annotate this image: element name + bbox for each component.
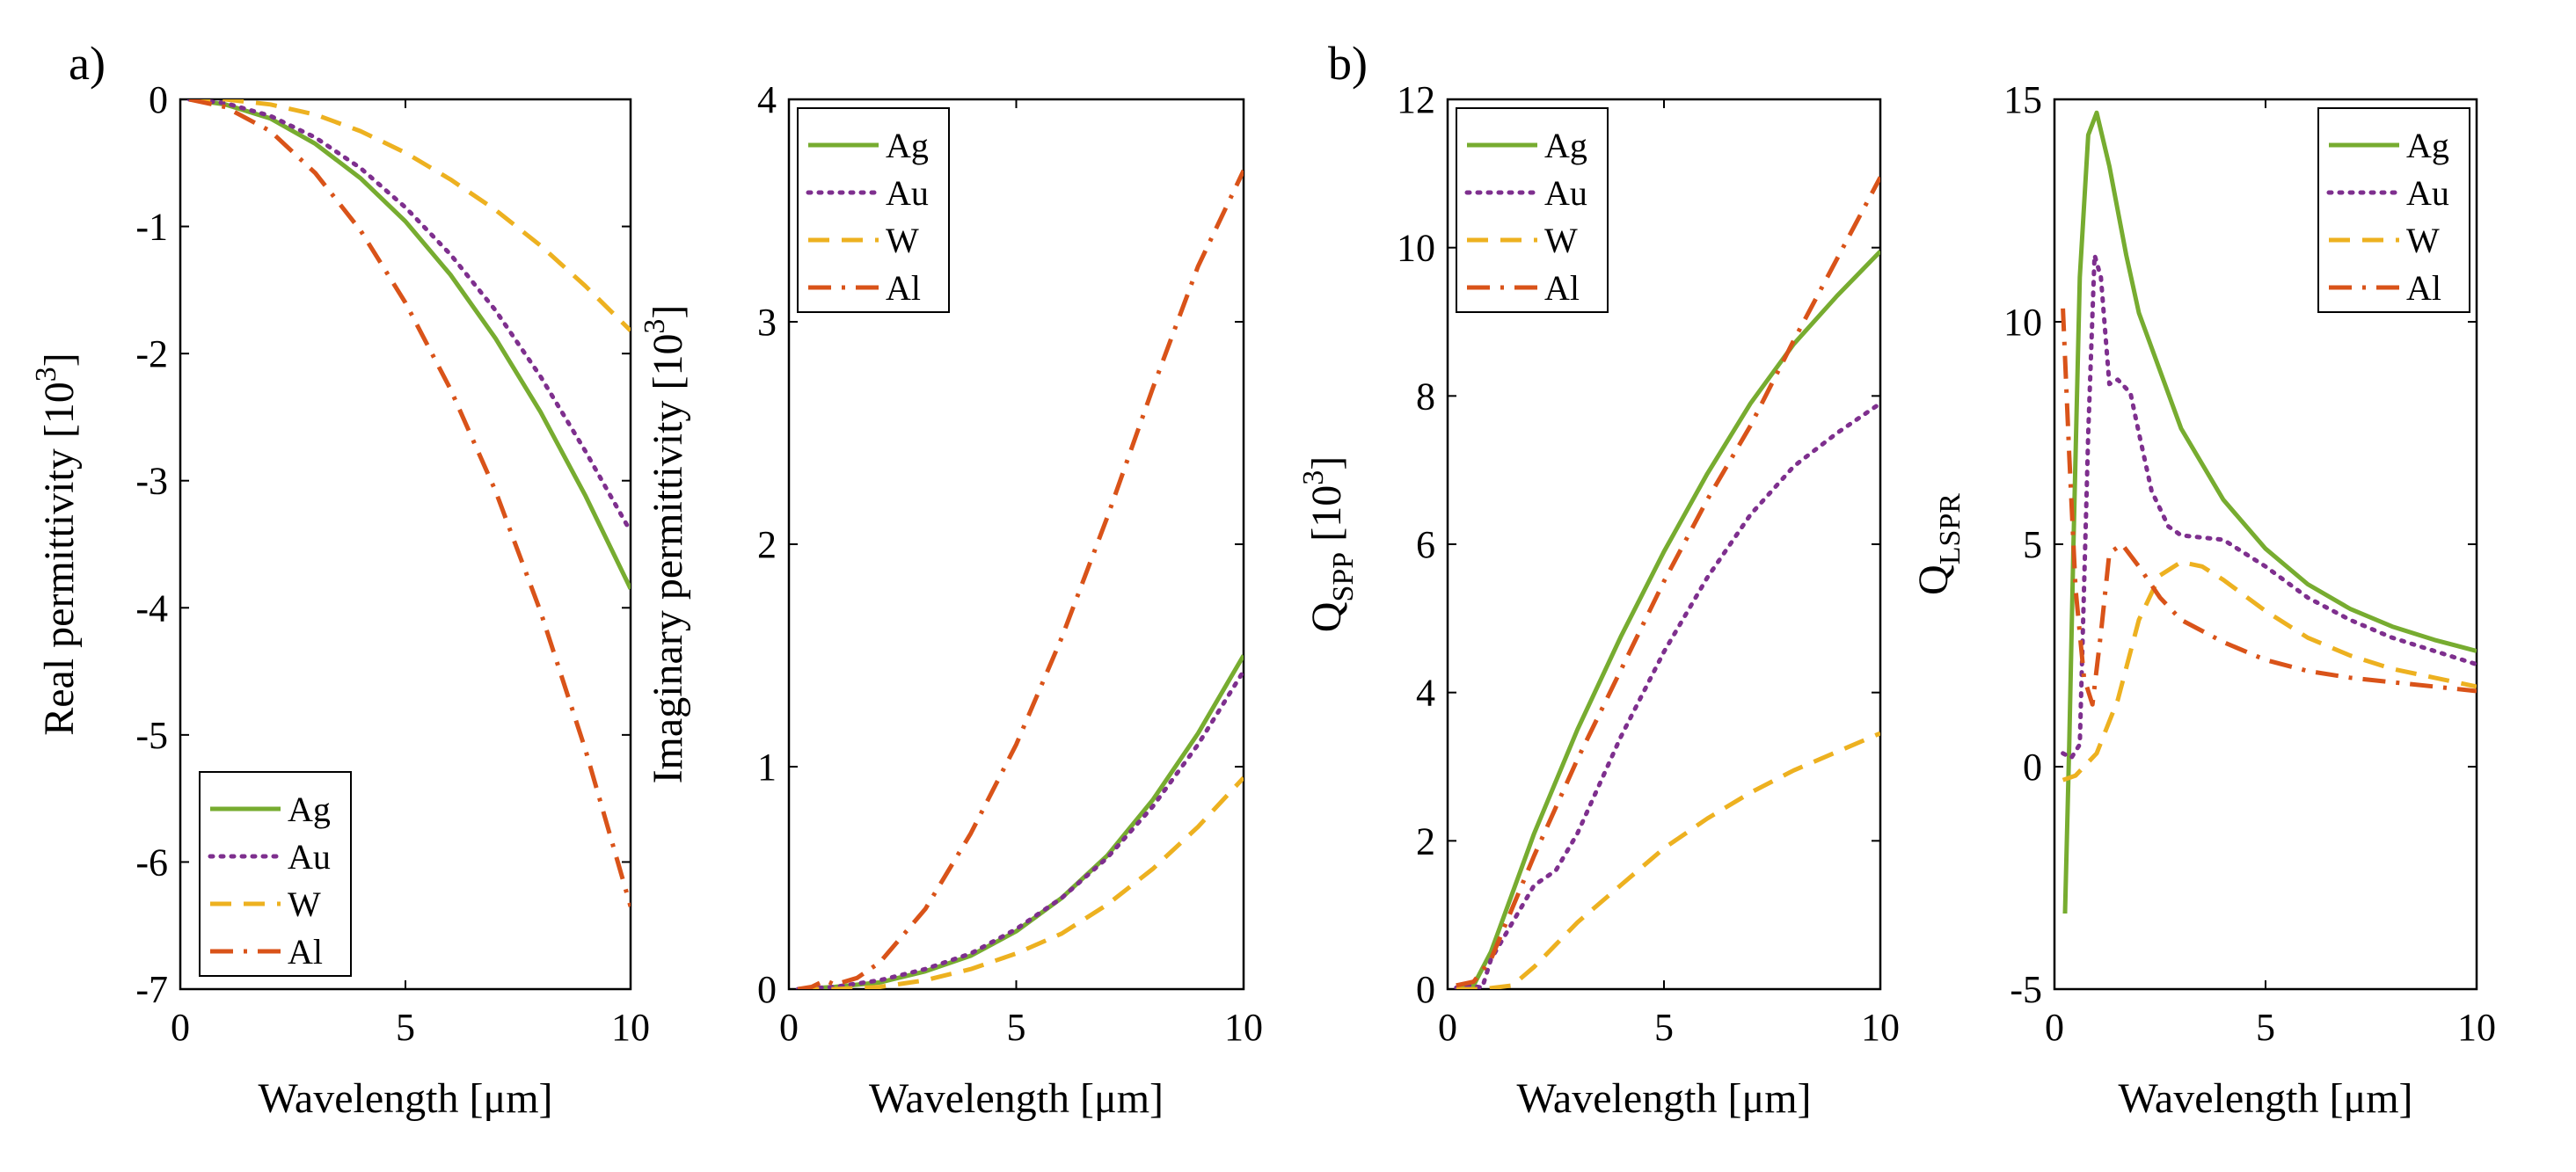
series-line-au (1454, 401, 1880, 989)
legend-label-au: Au (886, 173, 929, 213)
x-axis-label: Wavelength [μm] (1516, 1075, 1811, 1122)
legend-box (1456, 107, 1609, 313)
x-axis-label: Wavelength [μm] (869, 1075, 1164, 1122)
x-tick-label: 5 (1654, 1006, 1674, 1049)
series-line-ag (2062, 110, 2477, 914)
y-tick-label: 5 (2023, 523, 2042, 566)
y-tick-label: 0 (1416, 968, 1435, 1011)
y-tick-label: 2 (757, 523, 777, 566)
legend-label-w: W (2406, 221, 2440, 260)
y-axis-label: Imaginary permittivity [103] (639, 305, 691, 784)
chart-panel-2: 0 5 10 0 1 2 3 4 Wavelength [μm] Imaginary permit… (639, 78, 1263, 1122)
legend-label-al: Al (1544, 268, 1580, 308)
series-group (1454, 176, 1880, 989)
legend-label-w: W (1544, 221, 1578, 260)
x-tick-label: 0 (1438, 1006, 1457, 1049)
series-line-al (797, 169, 1244, 989)
x-axis-label: Wavelength [μm] (2118, 1075, 2412, 1122)
y-tick-label: -7 (135, 968, 168, 1011)
series-line-w (189, 99, 631, 332)
legend-label-ag: Ag (1544, 126, 1587, 165)
y-tick-label: -1 (135, 206, 168, 249)
legend-box (2317, 107, 2470, 313)
x-tick-label: 10 (1224, 1006, 1263, 1049)
series-group (795, 169, 1244, 989)
series-line-au (795, 668, 1244, 989)
y-tick-label: 4 (1416, 672, 1435, 715)
y-tick-label: 3 (757, 301, 777, 344)
x-tick-label: 0 (779, 1006, 799, 1049)
y-tick-label: 2 (1416, 819, 1435, 863)
y-tick-label: 0 (149, 78, 168, 121)
legend-label-al: Al (886, 268, 921, 308)
legend: Ag Au W Al (2317, 107, 2470, 313)
legend-label-ag: Ag (288, 790, 331, 829)
legend-label-w: W (288, 884, 321, 924)
legend: Ag Au W Al (797, 107, 950, 313)
x-tick-label: 5 (396, 1006, 415, 1049)
legend-label-au: Au (1544, 173, 1587, 213)
y-tick-label: 12 (1397, 78, 1435, 121)
panel-label-b: b) (1328, 37, 1368, 90)
y-tick-label: 10 (2003, 301, 2042, 344)
y-tick-label: 6 (1416, 523, 1435, 566)
y-tick-label: -5 (135, 714, 168, 757)
series-group (186, 99, 631, 907)
legend-label-al: Al (288, 932, 323, 972)
y-tick-label: -5 (2010, 968, 2042, 1011)
x-tick-label: 10 (2457, 1006, 2496, 1049)
x-tick-label: 10 (1861, 1006, 1900, 1049)
x-tick-label: 0 (2045, 1006, 2064, 1049)
series-line-al (188, 99, 631, 907)
series-line-au (2061, 252, 2477, 761)
legend-label-au: Au (288, 837, 331, 877)
chart-panel-1: 0 5 10 0 -1 -2 -3 -4 -5 -6 -7 Wavelength [μm] Real p… (30, 78, 650, 1122)
x-tick-label: 0 (171, 1006, 190, 1049)
series-line-w (798, 775, 1244, 989)
legend-label-al: Al (2406, 268, 2441, 308)
legend-label-au: Au (2406, 173, 2449, 213)
legend-label-w: W (886, 221, 919, 260)
y-tick-label: 1 (757, 746, 777, 789)
series-line-w (1456, 731, 1880, 989)
series-group (2061, 110, 2477, 914)
chart-panel-3: 0 5 10 0 2 4 6 8 10 12 Wavelength [μm] QSPP [103] Ag… (1297, 78, 1900, 1122)
y-tick-label: 4 (757, 78, 777, 121)
series-line-ag (798, 654, 1244, 989)
y-tick-label: 10 (1397, 227, 1435, 270)
y-axis-label: Real permittivity [103] (30, 353, 83, 736)
y-axis-label: QLSPR (1910, 493, 1967, 595)
series-line-ag (188, 99, 631, 590)
legend: Ag Au W Al (199, 771, 352, 977)
y-tick-label: -2 (135, 332, 168, 375)
x-tick-label: 5 (2256, 1006, 2275, 1049)
legend-label-ag: Ag (2406, 126, 2449, 165)
y-axis-label: QSPP [103] (1297, 456, 1360, 632)
x-tick-label: 10 (611, 1006, 650, 1049)
x-axis-label: Wavelength [μm] (258, 1075, 552, 1122)
y-tick-label: 15 (2003, 78, 2042, 121)
series-line-w (2062, 559, 2477, 783)
x-tick-label: 5 (1007, 1006, 1026, 1049)
y-tick-label: -4 (135, 586, 168, 630)
series-line-al (2061, 308, 2477, 707)
y-tick-label: 0 (2023, 746, 2042, 789)
y-tick-label: -3 (135, 460, 168, 503)
legend-label-ag: Ag (886, 126, 929, 165)
y-tick-label: -6 (135, 841, 168, 884)
legend: Ag Au W Al (1456, 107, 1609, 313)
panel-label-a: a) (69, 37, 106, 90)
series-line-ag (1456, 250, 1880, 988)
legend-box (199, 771, 352, 977)
y-tick-label: 8 (1416, 375, 1435, 418)
y-tick-label: 0 (757, 968, 777, 1011)
series-line-au (186, 99, 631, 534)
legend-box (797, 107, 950, 313)
